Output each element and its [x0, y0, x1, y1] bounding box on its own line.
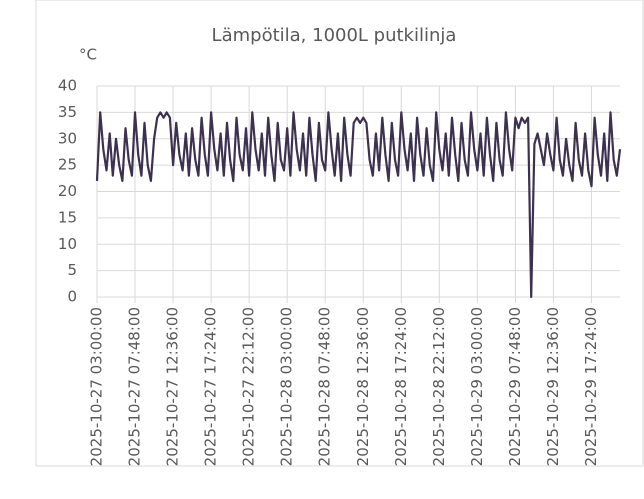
y-tick-label: 20	[58, 182, 77, 200]
y-tick-label: 15	[58, 208, 77, 226]
y-unit: °C	[79, 46, 97, 64]
x-tick-label: 2025-10-29 07:48:00	[506, 307, 524, 466]
line	[95, 111, 622, 299]
x-tick-label: 2025-10-28 17:24:00	[392, 307, 410, 466]
x-tick-label: 2025-10-27 22:12:00	[240, 307, 258, 466]
y-tick-label: 10	[58, 235, 77, 253]
x-tick-label: 2025-10-29 12:36:00	[544, 307, 562, 466]
x-tick-label: 2025-10-27 07:48:00	[126, 307, 144, 466]
x-tick-label: 2025-10-28 22:12:00	[430, 307, 448, 466]
y-tick-label: 40	[58, 77, 77, 95]
y-tick-label: 35	[58, 103, 77, 121]
x-tick-label: 2025-10-29 03:00:00	[468, 307, 486, 466]
y-tick-label: 0	[67, 288, 77, 306]
chart-frame	[35, 0, 644, 467]
x-tick-label: 2025-10-27 17:24:00	[202, 307, 220, 466]
x-tick-label: 2025-10-29 17:24:00	[582, 307, 600, 466]
x-tick-label: 2025-10-28 12:36:00	[354, 307, 372, 466]
y-tick-label: 25	[58, 156, 77, 174]
x-tick-label: 2025-10-28 07:48:00	[316, 307, 334, 466]
x-tick-label: 2025-10-27 12:36:00	[164, 307, 182, 466]
x-tick-label: 2025-10-28 03:00:00	[278, 307, 296, 466]
y-tick-label: 5	[67, 261, 77, 279]
chart-title: Lämpötila, 1000L putkilinja	[212, 25, 457, 46]
x-tick-label: 2025-10-27 03:00:00	[88, 307, 106, 466]
y-tick-label: 30	[58, 129, 77, 147]
